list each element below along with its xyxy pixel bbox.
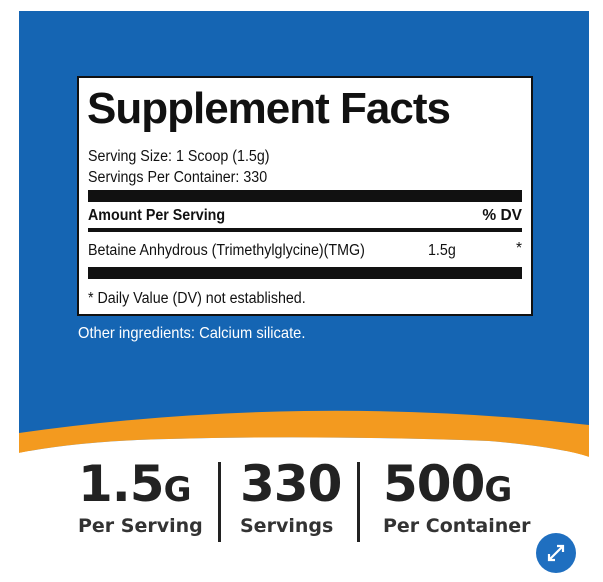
ingredient-name: Betaine Anhydrous (Trimethylglycine)(TMG…	[88, 242, 365, 259]
stat: 500G Per Container	[383, 455, 531, 537]
stat: 330 Servings	[240, 455, 342, 537]
amount-header: Amount Per Serving	[88, 207, 226, 224]
footnote: * Daily Value (DV) not established.	[88, 290, 306, 307]
rule	[88, 190, 522, 202]
stat-unit: G	[163, 470, 192, 510]
serving-size: Serving Size: 1 Scoop (1.5g)	[88, 148, 270, 165]
stat-value: 500	[383, 455, 485, 513]
stat-label: Per Container	[383, 515, 531, 537]
stat-label: Servings	[240, 515, 334, 537]
expand-button[interactable]	[535, 532, 577, 574]
orange-stroke	[19, 410, 589, 475]
divider	[218, 462, 221, 542]
facts-title: Supplement Facts	[87, 84, 451, 133]
facts-panel: Supplement Facts Serving Size: 1 Scoop (…	[77, 76, 533, 316]
dv-header: % DV	[482, 207, 522, 224]
other-ingredients: Other ingredients: Calcium silicate.	[78, 325, 306, 342]
stat-unit: G	[484, 470, 513, 510]
ingredient-dv: *	[515, 240, 522, 257]
divider	[357, 462, 360, 542]
stat-value: 1.5	[78, 455, 165, 513]
rule	[88, 267, 522, 279]
stat: 1.5G Per Serving	[78, 455, 203, 537]
stat-label: Per Serving	[78, 515, 203, 537]
ingredient-amount: 1.5g	[428, 242, 456, 259]
stat-value: 330	[240, 455, 342, 513]
rule	[88, 228, 522, 232]
servings-per-container: Servings Per Container: 330	[88, 169, 268, 186]
